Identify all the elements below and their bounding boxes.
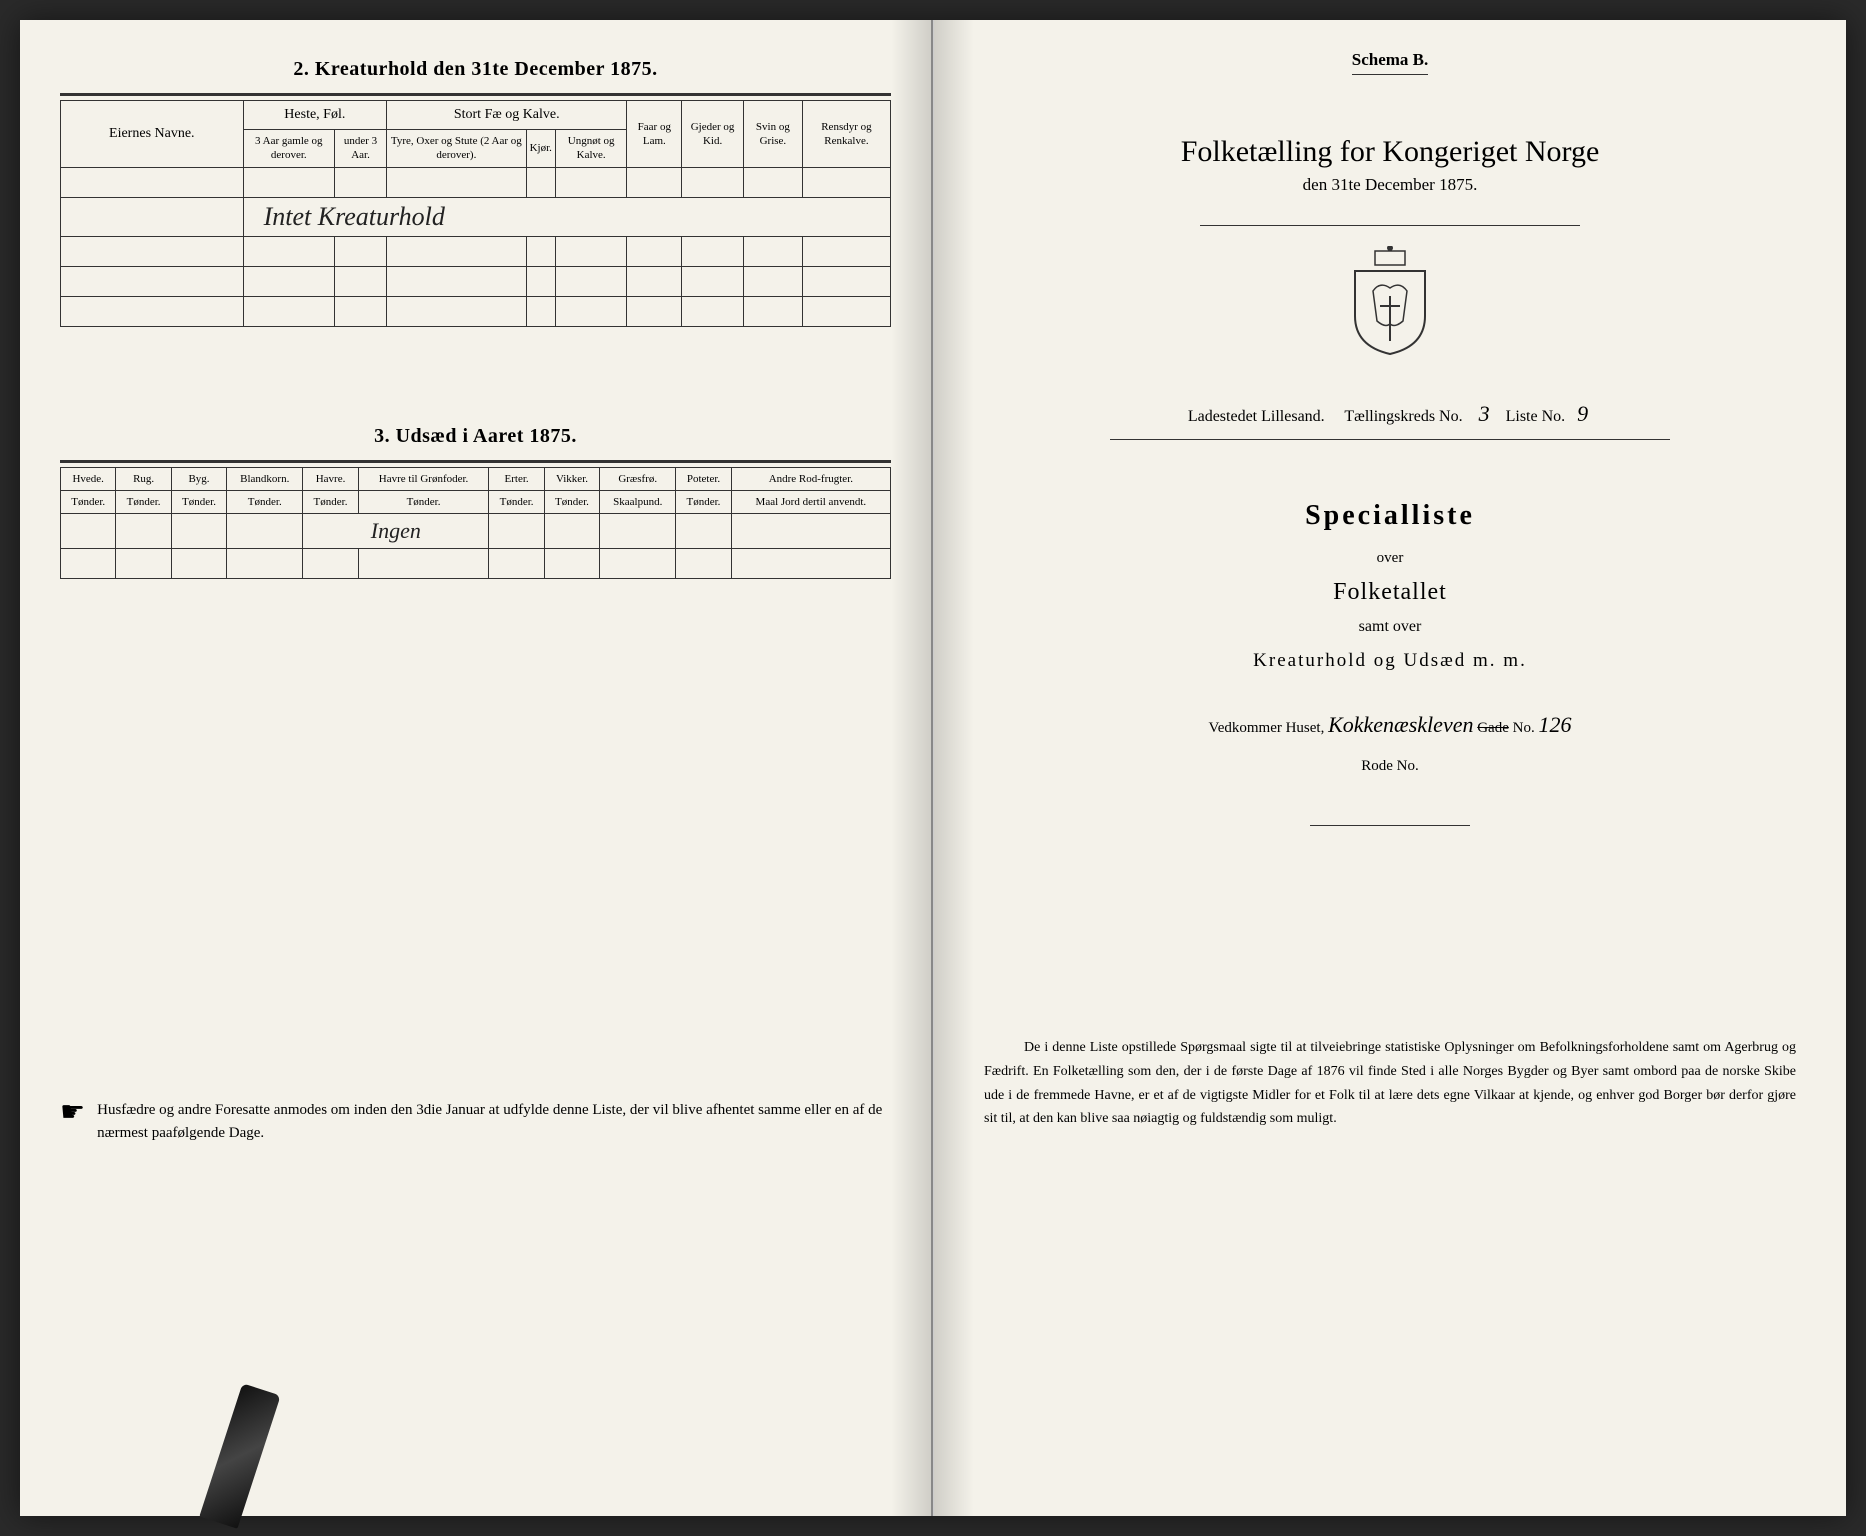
meta-line: Ladestedet Lillesand. Tællingskreds No. … xyxy=(974,401,1806,427)
col: Vikker. xyxy=(544,467,599,490)
unit: Tønder. xyxy=(171,490,226,513)
unit: Tønder. xyxy=(303,490,358,513)
grp-cattle: Stort Fæ og Kalve. xyxy=(387,101,627,130)
right-page: Schema B. Folketælling for Kongeriget No… xyxy=(933,20,1846,1516)
coat-of-arms-icon xyxy=(974,246,1806,361)
liste-value: 9 xyxy=(1577,401,1588,426)
unit: Tønder. xyxy=(61,490,116,513)
book-spread: 2. Kreaturhold den 31te December 1875. E… xyxy=(20,20,1846,1516)
col: Blandkorn. xyxy=(227,467,303,490)
sub-cattle2: Kjør. xyxy=(526,130,555,168)
handwritten-entry: Intet Kreaturhold xyxy=(264,202,445,231)
place-label: Ladestedet Lillesand. xyxy=(1188,408,1325,425)
col: Havre. xyxy=(303,467,358,490)
col: Poteter. xyxy=(676,467,731,490)
footnote: ☛ Husfædre og andre Foresatte anmodes om… xyxy=(60,1099,891,1144)
col-owner: Eiernes Navne. xyxy=(61,101,244,168)
subtitle: den 31te December 1875. xyxy=(974,175,1806,195)
sub-horse1: 3 Aar gamle og derover. xyxy=(243,130,334,168)
sub-cattle3: Ungnøt og Kalve. xyxy=(555,130,627,168)
col: Byg. xyxy=(171,467,226,490)
pen-object xyxy=(199,1383,280,1529)
bottom-paragraph: De i denne Liste opstillede Spørgsmaal s… xyxy=(974,1036,1806,1131)
spine-shadow xyxy=(934,20,974,1516)
pointing-hand-icon: ☛ xyxy=(60,1099,85,1144)
sub-horse2: under 3 Aar. xyxy=(334,130,386,168)
unit: Tønder. xyxy=(489,490,544,513)
col: Hvede. xyxy=(61,467,116,490)
table-row: Ingen xyxy=(61,514,891,549)
specialliste-title: Specialliste xyxy=(974,500,1806,532)
no-label: No. xyxy=(1513,720,1535,736)
main-title: Folketælling for Kongeriget Norge xyxy=(974,135,1806,169)
handwritten-entry: Ingen xyxy=(371,518,421,543)
table-row xyxy=(61,266,891,296)
vedkommer-line: Vedkommer Huset, Kokkenæskleven Gade No.… xyxy=(974,712,1806,738)
table-header-row: Hvede. Rug. Byg. Blandkorn. Havre. Havre… xyxy=(61,467,891,490)
vedkommer-label: Vedkommer Huset, xyxy=(1209,720,1325,736)
udsaed-table: Hvede. Rug. Byg. Blandkorn. Havre. Havre… xyxy=(60,467,891,580)
spec-folketallet: Folketallet xyxy=(974,579,1806,606)
col: Rug. xyxy=(116,467,171,490)
rode-line: Rode No. xyxy=(974,758,1806,775)
rule xyxy=(1310,825,1470,826)
unit: Tønder. xyxy=(116,490,171,513)
unit: Tønder. xyxy=(227,490,303,513)
liste-label: Liste No. xyxy=(1506,408,1566,425)
unit: Maal Jord dertil anvendt. xyxy=(731,490,890,513)
left-page: 2. Kreaturhold den 31te December 1875. E… xyxy=(20,20,933,1516)
footnote-text: Husfædre og andre Foresatte anmodes om i… xyxy=(97,1099,891,1144)
table-row xyxy=(61,236,891,266)
table-unit-row: Tønder. Tønder. Tønder. Tønder. Tønder. … xyxy=(61,490,891,513)
col: Erter. xyxy=(489,467,544,490)
schema-label: Schema B. xyxy=(1352,50,1429,75)
col: Andre Rod-frugter. xyxy=(731,467,890,490)
unit: Tønder. xyxy=(544,490,599,513)
kreds-label: Tællingskreds No. xyxy=(1344,408,1462,425)
unit: Tønder. xyxy=(358,490,489,513)
col: Græsfrø. xyxy=(600,467,676,490)
table-row xyxy=(61,296,891,326)
unit: Skaalpund. xyxy=(600,490,676,513)
kreaturhold-table: Eiernes Navne. Heste, Føl. Stort Fæ og K… xyxy=(60,100,891,327)
col: Havre til Grønfoder. xyxy=(358,467,489,490)
vedkommer-value: Kokkenæskleven xyxy=(1328,712,1473,737)
col-pig: Svin og Grise. xyxy=(743,101,802,168)
table-row: Intet Kreaturhold xyxy=(61,197,891,236)
kreds-value: 3 xyxy=(1479,401,1490,426)
sub-cattle1: Tyre, Oxer og Stute (2 Aar og derover). xyxy=(387,130,527,168)
section-2-title: 2. Kreaturhold den 31te December 1875. xyxy=(60,58,891,81)
col-sheep: Faar og Lam. xyxy=(627,101,682,168)
col-goat: Gjeder og Kid. xyxy=(682,101,744,168)
rule xyxy=(60,460,891,463)
spec-over: over xyxy=(974,550,1806,567)
col-reindeer: Rensdyr og Renkalve. xyxy=(802,101,890,168)
gade-label: Gade xyxy=(1477,720,1509,736)
spine-shadow xyxy=(891,20,931,1516)
spec-samt: samt over xyxy=(974,618,1806,636)
no-value: 126 xyxy=(1538,712,1571,737)
rule xyxy=(1110,439,1670,440)
rule xyxy=(1200,225,1580,226)
grp-horse: Heste, Føl. xyxy=(243,101,386,130)
unit: Tønder. xyxy=(676,490,731,513)
table-row xyxy=(61,167,891,197)
table-row xyxy=(61,549,891,579)
spec-kreaturhold: Kreaturhold og Udsæd m. m. xyxy=(974,650,1806,672)
rule xyxy=(60,93,891,96)
section-3-title: 3. Udsæd i Aaret 1875. xyxy=(60,425,891,448)
